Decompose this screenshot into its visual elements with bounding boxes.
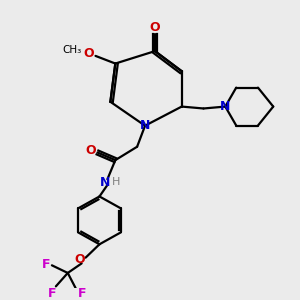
Text: CH₃: CH₃ [62,45,81,55]
Text: O: O [83,47,94,61]
Text: O: O [85,144,96,157]
Text: F: F [48,286,56,299]
Text: F: F [42,258,50,271]
Text: N: N [220,100,230,113]
Text: N: N [100,176,111,189]
Text: H: H [112,177,121,187]
Text: O: O [74,253,85,266]
Text: F: F [77,286,86,299]
Text: N: N [140,119,150,132]
Text: O: O [150,21,160,34]
